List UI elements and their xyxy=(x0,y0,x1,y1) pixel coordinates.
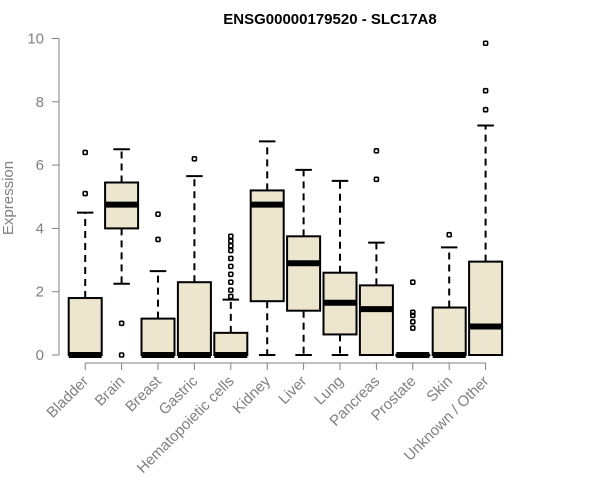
chart-title: ENSG00000179520 - SLC17A8 xyxy=(223,11,436,28)
box-group xyxy=(468,40,504,357)
outlier-point xyxy=(155,236,161,243)
outlier-point xyxy=(409,318,416,325)
outlier-point xyxy=(373,176,380,183)
outlier-point xyxy=(228,271,234,278)
plot-area xyxy=(67,40,504,358)
outlier-point xyxy=(228,238,234,244)
box-group xyxy=(322,179,358,356)
box-group xyxy=(358,148,394,356)
box-body xyxy=(140,317,176,357)
box-group xyxy=(140,211,176,358)
outlier-point xyxy=(373,148,380,154)
x-tick-label: Skin xyxy=(423,373,456,406)
outlier-point xyxy=(228,279,234,286)
outlier-point xyxy=(228,247,234,254)
box-body xyxy=(286,235,322,312)
y-tick-label: 10 xyxy=(27,31,44,48)
outlier-point xyxy=(409,279,416,286)
outlier-point xyxy=(118,352,125,358)
outlier-point xyxy=(228,243,234,249)
box-group xyxy=(286,168,322,356)
y-tick-label: 8 xyxy=(36,94,44,111)
box-body xyxy=(67,297,103,356)
x-tick-label: Kidney xyxy=(230,372,275,417)
x-tick-label: Liver xyxy=(275,373,310,408)
outlier-point xyxy=(228,293,234,300)
y-axis-label: Expression xyxy=(0,161,17,235)
outlier-point xyxy=(228,287,234,293)
outlier-point xyxy=(191,155,198,162)
outlier-point xyxy=(82,190,88,197)
outlier-point xyxy=(409,325,416,331)
outlier-point xyxy=(228,255,234,262)
box-group xyxy=(213,233,249,358)
y-tick-label: 2 xyxy=(36,284,44,301)
box-group xyxy=(431,231,467,358)
box-group xyxy=(176,155,212,358)
outlier-point xyxy=(446,231,453,238)
outlier-point xyxy=(409,309,416,316)
box-body xyxy=(431,306,467,356)
y-tick-label: 4 xyxy=(36,220,44,237)
y-axis: 0 2 4 6 8 10 xyxy=(27,31,60,364)
box-group xyxy=(395,279,431,358)
outlier-point xyxy=(118,320,125,327)
outlier-point xyxy=(409,312,416,319)
box-group xyxy=(249,140,285,356)
outlier-point xyxy=(482,40,489,47)
outlier-point xyxy=(82,149,88,156)
box-body xyxy=(249,189,285,303)
box-body xyxy=(176,281,212,356)
box-body xyxy=(358,284,394,356)
y-tick-label: 0 xyxy=(36,347,44,364)
outlier-point xyxy=(155,211,161,217)
box-body xyxy=(468,260,504,357)
outlier-point xyxy=(228,233,234,240)
y-tick-label: 6 xyxy=(36,157,44,174)
box-group xyxy=(104,148,140,358)
x-tick-label: Bladder xyxy=(43,373,92,422)
box-group xyxy=(67,149,103,358)
outlier-point xyxy=(228,263,234,270)
outlier-point xyxy=(482,87,489,94)
outlier-point xyxy=(482,106,489,113)
box-body xyxy=(213,331,249,357)
